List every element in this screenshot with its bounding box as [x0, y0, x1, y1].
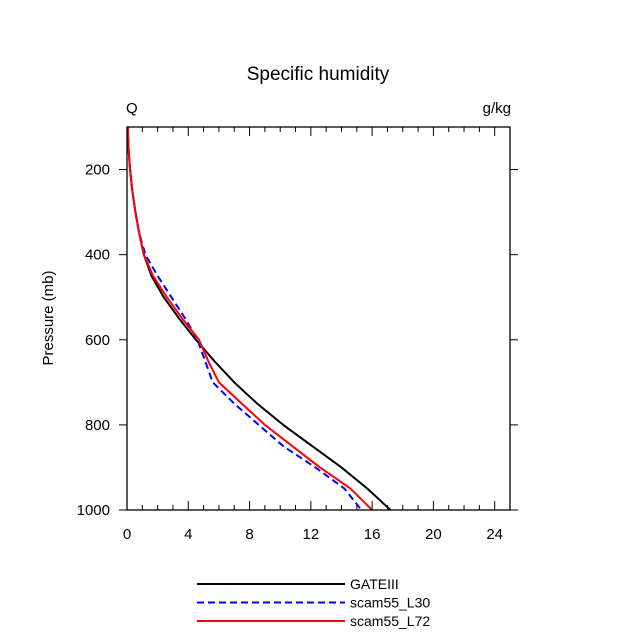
plot-frame	[126, 126, 511, 511]
x-tick-label: 12	[302, 526, 319, 543]
x-tick-label: 0	[123, 526, 131, 543]
series-line-gateiii	[126, 126, 392, 511]
legend-label-scam55-l72: scam55_L72	[350, 613, 430, 629]
units-label: g/kg	[483, 100, 511, 117]
series-line-scam55-l30	[126, 126, 363, 511]
y-tick-label: 600	[85, 332, 110, 349]
y-tick-label: 400	[85, 247, 110, 264]
y-axis-title: Pressure (mb)	[40, 270, 57, 365]
x-tick-label: 4	[184, 526, 192, 543]
series-group	[126, 126, 392, 511]
y-tick-label: 200	[85, 162, 110, 179]
chart-title: Specific humidity	[247, 64, 390, 85]
x-tick-label: 24	[486, 526, 503, 543]
x-tick-label: 16	[364, 526, 381, 543]
x-tick-label: 20	[425, 526, 442, 543]
legend: GATEIII scam55_L30 scam55_L72	[197, 576, 430, 629]
y-tick-label: 1000	[77, 502, 110, 519]
ticks-group: 0 4 8 12 16 20 24 200 400 600 800 1000	[77, 127, 518, 543]
legend-label-scam55-l30: scam55_L30	[350, 595, 430, 611]
y-tick-label: 800	[85, 417, 110, 434]
series-line-scam55-l72	[126, 126, 373, 511]
variable-label: Q	[126, 100, 138, 117]
legend-label-gateiii: GATEIII	[350, 576, 399, 592]
x-tick-label: 8	[245, 526, 253, 543]
